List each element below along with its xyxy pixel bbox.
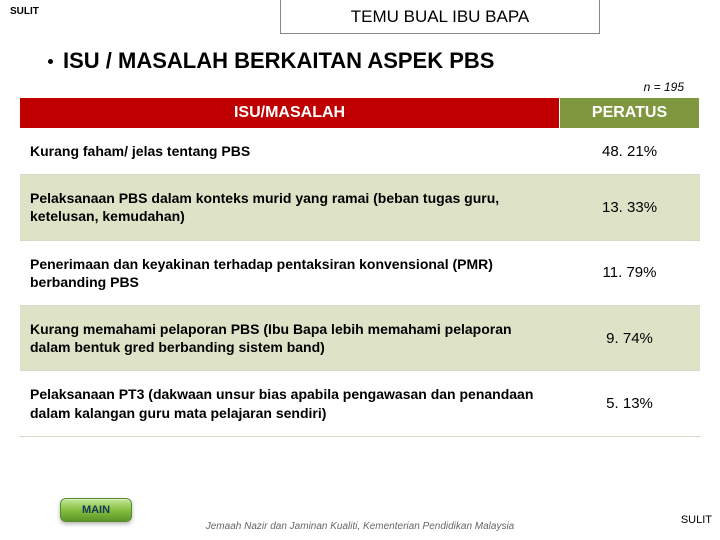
issue-cell: Penerimaan dan keyakinan terhadap pentak… [20, 240, 560, 305]
issue-cell: Pelaksanaan PT3 (dakwaan unsur bias apab… [20, 371, 560, 436]
page-subtitle: ISU / MASALAH BERKAITAN ASPEK PBS [63, 48, 494, 74]
table-header-row: ISU/MASALAH PERATUS [20, 98, 700, 128]
table-row: Pelaksanaan PBS dalam konteks murid yang… [20, 175, 700, 240]
percent-cell: 5. 13% [560, 371, 700, 436]
percent-cell: 11. 79% [560, 240, 700, 305]
main-button[interactable]: MAIN [60, 498, 132, 522]
page-title: TEMU BUAL IBU BAPA [351, 7, 530, 27]
table-row: Penerimaan dan keyakinan terhadap pentak… [20, 240, 700, 305]
col-header-percent: PERATUS [560, 98, 700, 128]
issue-cell: Kurang memahami pelaporan PBS (Ibu Bapa … [20, 305, 560, 370]
table-row: Kurang memahami pelaporan PBS (Ibu Bapa … [20, 305, 700, 370]
subtitle-row: ISU / MASALAH BERKAITAN ASPEK PBS [48, 48, 494, 74]
percent-cell: 9. 74% [560, 305, 700, 370]
classification-bottom: SULIT [681, 514, 712, 526]
classification-top: SULIT [10, 6, 39, 17]
sample-size-label: n = 195 [644, 80, 684, 94]
page-title-box: TEMU BUAL IBU BAPA [280, 0, 600, 34]
footer-credit: Jemaah Nazir dan Jaminan Kualiti, Kement… [0, 521, 720, 532]
percent-cell: 13. 33% [560, 175, 700, 240]
bullet-icon [48, 59, 53, 64]
issue-cell: Kurang faham/ jelas tentang PBS [20, 128, 560, 175]
issue-cell: Pelaksanaan PBS dalam konteks murid yang… [20, 175, 560, 240]
main-button-label: MAIN [82, 504, 110, 516]
col-header-issue: ISU/MASALAH [20, 98, 560, 128]
data-table: ISU/MASALAH PERATUS Kurang faham/ jelas … [20, 98, 700, 437]
table-row: Pelaksanaan PT3 (dakwaan unsur bias apab… [20, 371, 700, 436]
percent-cell: 48. 21% [560, 128, 700, 175]
table-row: Kurang faham/ jelas tentang PBS48. 21% [20, 128, 700, 175]
